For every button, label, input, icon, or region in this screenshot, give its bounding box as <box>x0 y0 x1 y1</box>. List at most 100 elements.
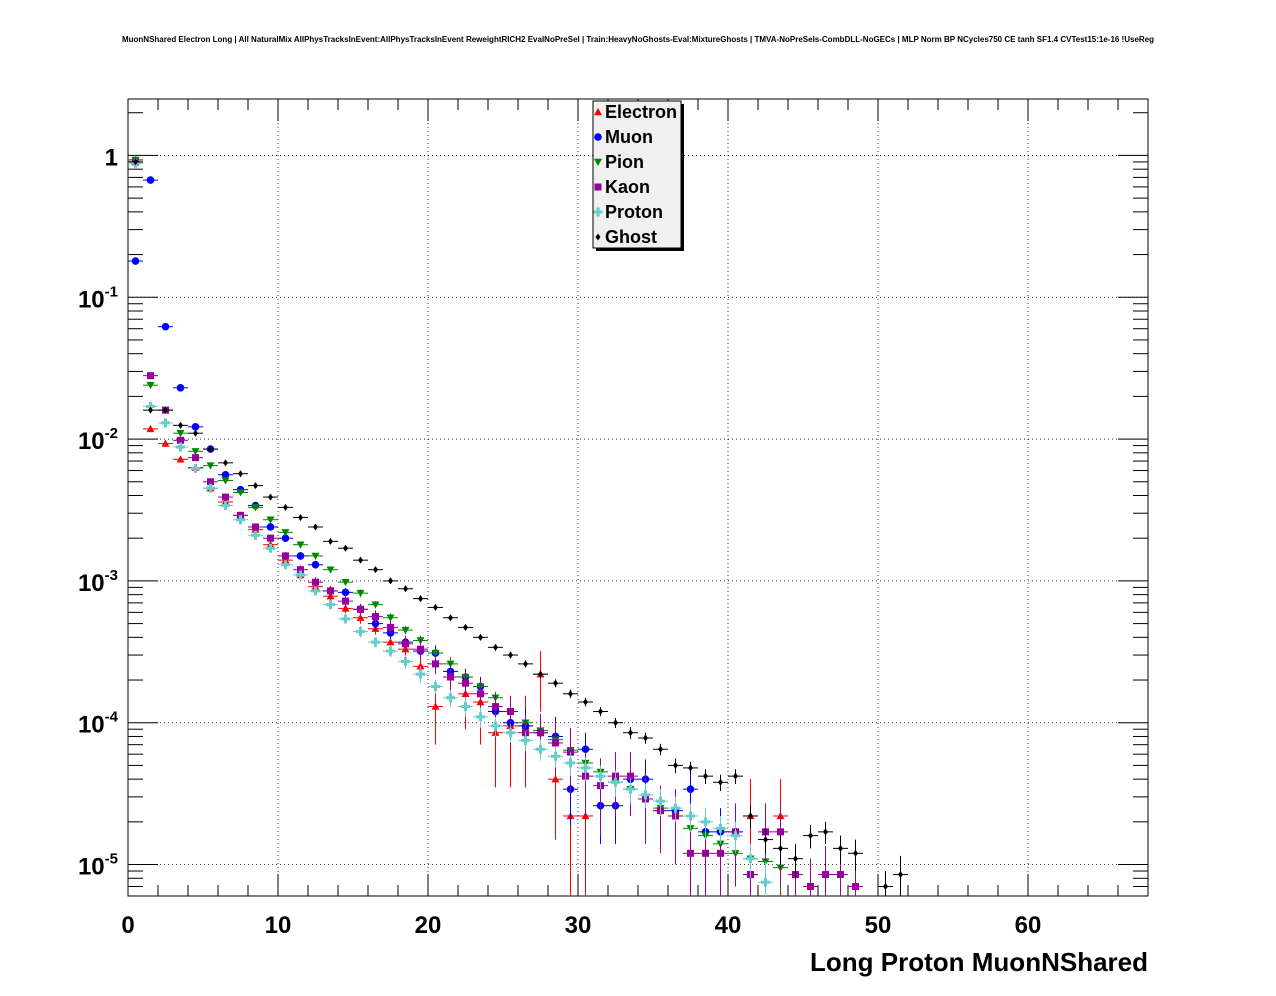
series-proton <box>128 158 773 896</box>
legend-label: Ghost <box>605 227 657 247</box>
data-point <box>446 693 455 703</box>
data-point <box>161 322 170 331</box>
data-point <box>778 844 783 852</box>
data-point <box>403 585 408 593</box>
data-point <box>477 690 484 698</box>
data-point <box>266 516 275 524</box>
data-point <box>462 679 469 687</box>
data-point <box>581 763 590 773</box>
data-point <box>401 626 410 635</box>
data-point <box>748 812 753 820</box>
data-point <box>341 588 350 597</box>
data-point <box>416 662 425 670</box>
data-point <box>687 849 694 857</box>
data-point <box>566 758 575 768</box>
data-point <box>491 721 500 731</box>
legend-marker <box>595 233 601 241</box>
data-point <box>551 775 560 783</box>
data-point <box>716 823 725 833</box>
data-point <box>146 381 155 390</box>
legend: Electron Muon Pion Kaon Proton Ghost <box>592 100 684 251</box>
data-point <box>508 651 513 659</box>
data-point <box>702 849 709 857</box>
y-tick-label: 10-1 <box>78 283 118 313</box>
data-point <box>356 626 365 636</box>
data-point <box>643 734 648 742</box>
data-point <box>686 785 695 793</box>
data-point <box>266 543 275 553</box>
data-point <box>148 406 153 414</box>
data-point <box>658 745 663 753</box>
y-tick-label: 10-2 <box>78 425 118 455</box>
data-point <box>252 523 259 531</box>
data-point <box>418 595 423 603</box>
data-point <box>733 772 738 780</box>
data-point <box>251 530 260 540</box>
data-point <box>837 871 844 879</box>
data-point <box>673 761 678 769</box>
data-point <box>326 566 335 574</box>
legend-marker <box>594 158 602 166</box>
data-point <box>176 430 185 438</box>
data-point <box>431 649 440 658</box>
data-point <box>268 493 273 501</box>
data-point <box>191 423 200 431</box>
data-point <box>146 401 155 411</box>
data-point <box>521 735 530 745</box>
data-point <box>372 613 379 621</box>
x-tick-labels: 0 10 20 30 40 50 60 <box>121 912 1041 939</box>
data-point <box>838 844 843 852</box>
data-point <box>731 831 740 841</box>
data-point <box>176 455 185 463</box>
y-tick-labels: 10-5 10-4 10-3 10-2 10-1 1 <box>78 144 119 880</box>
data-point <box>311 560 320 569</box>
data-point <box>506 728 515 738</box>
data-point <box>596 771 605 781</box>
data-point <box>236 515 245 525</box>
data-point <box>718 778 723 786</box>
legend-marker <box>594 183 602 191</box>
data-point <box>176 442 185 452</box>
data-point <box>386 646 395 656</box>
data-point <box>267 534 274 542</box>
data-point <box>357 605 364 613</box>
data-point <box>613 719 618 727</box>
data-point <box>688 764 693 772</box>
data-point <box>146 424 155 433</box>
data-point <box>177 436 184 444</box>
y-tick-label: 1 <box>105 144 118 171</box>
data-point <box>222 493 229 501</box>
data-point <box>161 439 170 447</box>
series-ghost <box>128 158 908 896</box>
data-point <box>598 707 603 715</box>
data-point <box>341 578 350 587</box>
data-point <box>386 614 395 622</box>
data-point <box>493 643 498 651</box>
data-point <box>852 883 859 891</box>
data-point <box>717 849 724 857</box>
data-point <box>298 513 303 521</box>
data-point <box>478 633 483 641</box>
data-point <box>356 589 365 598</box>
data-point <box>568 690 573 698</box>
data-point <box>387 623 394 631</box>
data-point <box>312 578 319 586</box>
data-point <box>296 570 305 580</box>
data-point <box>221 470 230 479</box>
data-point <box>283 503 288 511</box>
data-point <box>313 523 318 531</box>
data-point <box>328 537 333 545</box>
data-point <box>388 577 393 585</box>
data-point <box>296 552 305 560</box>
data-point <box>761 877 770 887</box>
legend-marker <box>594 108 602 116</box>
data-point <box>281 534 290 543</box>
data-point <box>191 448 200 456</box>
data-point <box>898 871 903 879</box>
data-point <box>686 811 695 821</box>
legend-marker <box>594 133 602 141</box>
data-point <box>208 445 213 453</box>
data-point <box>628 729 633 737</box>
legend-label: Proton <box>605 202 663 222</box>
